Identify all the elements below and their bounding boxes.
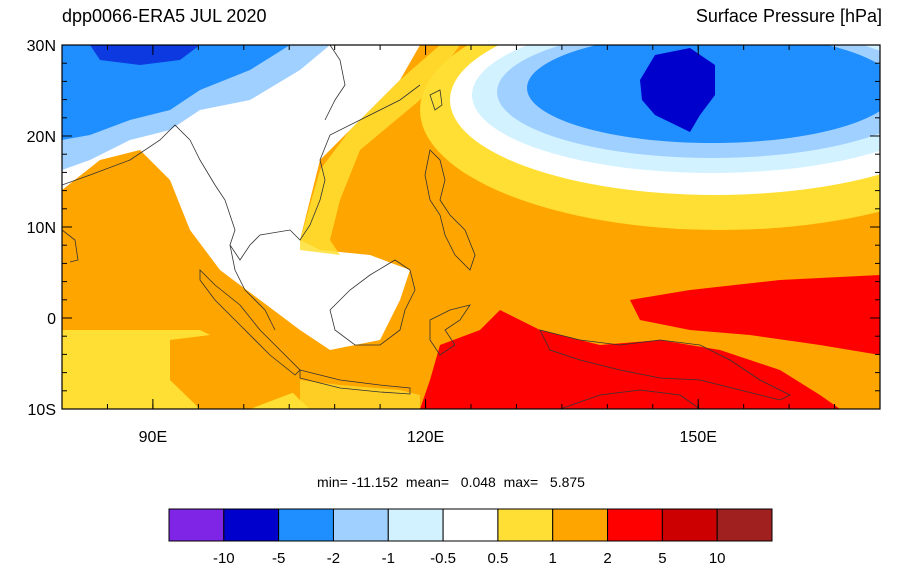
coastline-indochina: [189, 84, 421, 261]
stat-min-label: min=: [317, 474, 348, 490]
field-red-east: [630, 275, 880, 355]
axis-tick-labels: 30N 20N 10N 0 10S 90E 120E 150E: [27, 38, 717, 446]
stat-mean-value: 0.048: [460, 474, 496, 490]
stat-max-label: max=: [503, 474, 539, 490]
coastline-philippines: [424, 149, 476, 271]
field-yellow-coast: [300, 45, 460, 255]
coastline-borneo: [329, 259, 416, 346]
axis-ticks: [61, 44, 881, 410]
stat-max-value: 5.875: [549, 474, 585, 490]
coastline-india: [62, 124, 191, 186]
stat-min-value: -11.152: [351, 474, 399, 490]
coastline-australia: [559, 389, 701, 409]
coastline-java: [299, 369, 411, 395]
lat-tick-label: 10S: [28, 402, 56, 419]
lon-tick-label: 120E: [407, 429, 444, 446]
field-blue-nw: [62, 45, 290, 140]
pressure-field: [62, 45, 880, 409]
plot-title-left: dpp0066-ERA5 JUL 2020: [62, 6, 267, 26]
coastline-sumatra: [199, 269, 301, 376]
field-darkblue-core: [640, 48, 715, 132]
coastline-china: [324, 45, 346, 121]
lat-tick-label: 10N: [27, 220, 56, 237]
field-red-south: [420, 310, 840, 409]
stat-mean-label: mean=: [405, 474, 450, 490]
coastline-sulawesi: [429, 304, 471, 356]
lon-tick-label: 90E: [139, 429, 167, 446]
lon-tick-label: 150E: [680, 429, 717, 446]
field-orange-south-sumatra: [170, 330, 330, 409]
field-darkblue-nw: [90, 45, 200, 65]
coastline-newguinea: [539, 329, 791, 401]
stats-line: min= -11.152 mean= 0.048 max= 5.875: [0, 474, 902, 490]
coastlines: [62, 45, 791, 409]
plot-title-right: Surface Pressure [hPa]: [695, 6, 882, 26]
coastline-malay: [229, 244, 276, 331]
field-yellow-java: [300, 380, 420, 409]
lat-tick-label: 30N: [27, 38, 56, 55]
coastline-taiwan: [429, 89, 443, 111]
lat-tick-label: 20N: [27, 129, 56, 146]
lat-tick-label: 0: [47, 311, 56, 328]
coastline-srilanka: [62, 229, 79, 263]
